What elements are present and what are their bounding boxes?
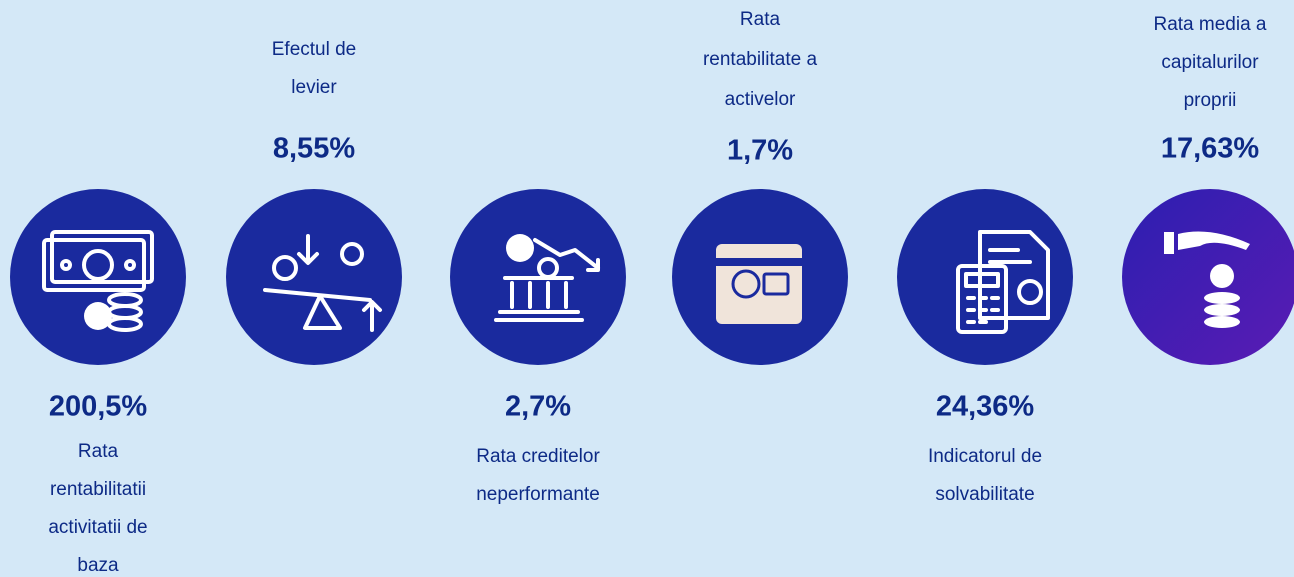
money-icon [42, 230, 154, 332]
indicator-label: Rata creditelor [476, 446, 600, 467]
indicator-label: Indicatorul de [928, 446, 1042, 467]
savings-icon [1164, 231, 1250, 328]
indicator-value: 8,55% [273, 133, 355, 165]
indicator-value: 2,7% [505, 391, 571, 423]
indicator-label: Rata [78, 441, 119, 462]
icon-circle [1122, 189, 1294, 365]
indicator-label: solvabilitate [935, 484, 1034, 505]
indicator-value: 24,36% [936, 391, 1035, 423]
indicator-label: Efectul de [272, 39, 357, 60]
indicator-label: Rata [740, 9, 781, 30]
indicator-value: 1,7% [727, 135, 793, 167]
bank-icon [494, 234, 600, 322]
indicator-label: proprii [1184, 90, 1237, 111]
indicator-label: rentabilitatii [50, 479, 146, 500]
calculator-icon [956, 230, 1050, 334]
indicator-label: rentabilitate a [703, 49, 818, 70]
indicator-label: levier [291, 77, 337, 98]
indicator-label: activitatii de [48, 517, 147, 538]
leverage-icon [263, 234, 382, 332]
indicator-label: baza [77, 555, 119, 576]
indicator-value: 17,63% [1161, 133, 1260, 165]
indicator-label: capitalurilor [1161, 52, 1259, 73]
indicator-label: neperformante [476, 484, 600, 505]
indicator-label: activelor [725, 89, 796, 110]
card-icon [716, 244, 802, 324]
icon-circle [226, 189, 402, 365]
indicator-label: Rata media a [1153, 14, 1266, 35]
indicator-value: 200,5% [49, 391, 148, 423]
